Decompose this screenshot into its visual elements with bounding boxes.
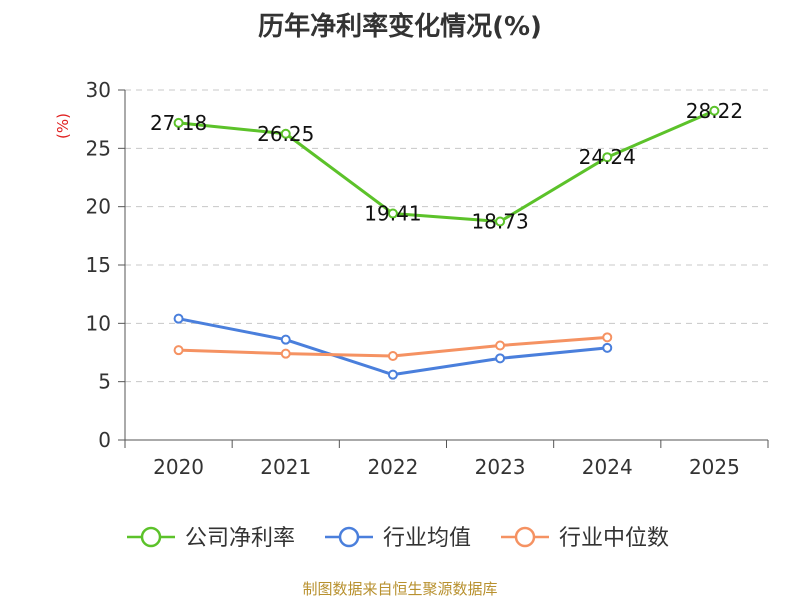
data-labels: 27.18 26.25 19.41 18.73 24.24 28.22 bbox=[150, 99, 743, 234]
x-tick-label-2023: 2023 bbox=[475, 455, 526, 479]
data-point bbox=[495, 353, 506, 364]
data-point bbox=[173, 345, 184, 356]
legend-label: 行业中位数 bbox=[559, 526, 669, 551]
series-lines bbox=[173, 105, 720, 380]
data-point bbox=[602, 342, 613, 353]
data-point bbox=[173, 117, 184, 128]
y-tick-label: 10 bbox=[86, 311, 111, 335]
data-point bbox=[280, 128, 291, 139]
y-axis-unit: (%) bbox=[54, 113, 72, 139]
data-point bbox=[280, 348, 291, 359]
data-label: 24.24 bbox=[579, 145, 636, 169]
data-point bbox=[173, 313, 184, 324]
legend-label: 行业均值 bbox=[383, 526, 471, 551]
x-tick-label-2022: 2022 bbox=[367, 455, 418, 479]
y-tick-label: 30 bbox=[86, 78, 111, 102]
legend: 公司净利率 行业均值 行业中位数 bbox=[127, 526, 669, 551]
x-tick-label-2020: 2020 bbox=[153, 455, 204, 479]
series-line-1 bbox=[178, 317, 608, 377]
data-point bbox=[602, 152, 613, 163]
gridlines bbox=[125, 89, 768, 383]
x-tick-label-2024: 2024 bbox=[582, 455, 633, 479]
legend-marker bbox=[514, 526, 536, 548]
y-tick-label: 25 bbox=[86, 136, 111, 160]
legend-item-0[interactable]: 公司净利率 bbox=[127, 526, 295, 551]
data-point bbox=[387, 208, 398, 219]
data-label: 26.25 bbox=[257, 122, 314, 146]
data-point bbox=[709, 105, 720, 116]
chart-title: 历年净利率变化情况(%) bbox=[258, 12, 542, 42]
legend-marker bbox=[140, 526, 162, 548]
data-point bbox=[387, 351, 398, 361]
y-tick-label: 0 bbox=[98, 428, 111, 452]
data-label: 18.73 bbox=[471, 209, 528, 233]
x-tick-label-2025: 2025 bbox=[689, 455, 740, 479]
legend-item-1[interactable]: 行业均值 bbox=[325, 526, 471, 551]
data-label: 28.22 bbox=[686, 99, 743, 123]
data-point bbox=[387, 369, 398, 380]
data-point bbox=[602, 332, 613, 343]
data-point bbox=[280, 334, 291, 345]
x-tick-label-2021: 2021 bbox=[260, 455, 311, 479]
y-tick-label: 15 bbox=[86, 253, 111, 277]
y-tick-label: 20 bbox=[86, 195, 111, 219]
data-label: 27.18 bbox=[150, 111, 207, 135]
data-point bbox=[495, 216, 506, 227]
legend-item-2[interactable]: 行业中位数 bbox=[501, 526, 669, 551]
legend-marker bbox=[338, 526, 360, 548]
data-point bbox=[495, 340, 506, 351]
y-tick-label: 5 bbox=[98, 370, 111, 394]
source-note: 制图数据来自恒生聚源数据库 bbox=[302, 580, 498, 598]
series-line-0 bbox=[178, 109, 716, 223]
legend-label: 公司净利率 bbox=[185, 526, 295, 551]
data-label: 19.41 bbox=[364, 202, 421, 226]
